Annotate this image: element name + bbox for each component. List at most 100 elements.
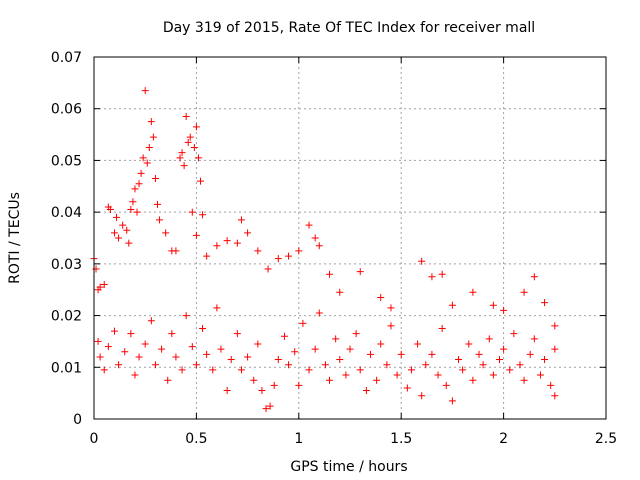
data-point <box>274 356 282 364</box>
data-point <box>172 353 180 361</box>
data-point <box>305 366 313 374</box>
data-point <box>551 392 559 400</box>
data-point <box>176 154 184 162</box>
data-point <box>147 118 155 126</box>
data-point <box>244 229 252 237</box>
data-point <box>147 317 155 325</box>
data-point <box>321 361 329 369</box>
data-point <box>530 335 538 343</box>
data-point <box>346 345 354 353</box>
data-point <box>356 366 364 374</box>
data-point <box>387 304 395 312</box>
data-point <box>162 229 170 237</box>
data-point <box>285 252 293 260</box>
data-point <box>407 366 415 374</box>
data-point <box>172 247 180 255</box>
data-point <box>94 337 102 345</box>
data-points <box>90 87 559 413</box>
data-point <box>119 221 127 229</box>
data-point <box>233 239 241 247</box>
data-point <box>233 330 241 338</box>
data-point <box>332 335 340 343</box>
data-point <box>438 325 446 332</box>
data-point <box>311 234 319 242</box>
data-point <box>393 371 401 379</box>
data-point <box>131 185 139 193</box>
data-point <box>428 273 436 281</box>
data-point <box>250 376 258 384</box>
data-point <box>106 206 114 214</box>
x-axis-ticks: 0 0.5 1 1.5 2 2.5 <box>90 57 617 447</box>
data-point <box>194 154 202 162</box>
data-point <box>536 371 544 379</box>
data-point <box>366 350 374 358</box>
data-point <box>295 381 303 389</box>
data-point <box>254 247 262 255</box>
data-point <box>262 405 270 413</box>
data-point <box>418 257 426 265</box>
data-point <box>135 180 143 188</box>
data-point <box>448 397 456 405</box>
data-point <box>418 392 426 400</box>
data-point <box>315 309 323 317</box>
data-point <box>115 361 123 369</box>
y-tick-label: 0.06 <box>51 102 82 118</box>
data-point <box>137 169 145 177</box>
data-point <box>414 340 422 348</box>
data-point <box>455 356 463 364</box>
data-point <box>336 356 344 364</box>
data-point <box>274 255 282 263</box>
data-point <box>270 381 278 389</box>
data-point <box>469 376 477 384</box>
data-point <box>397 350 405 358</box>
data-point <box>352 330 360 338</box>
data-point <box>305 221 313 229</box>
data-point <box>133 208 141 216</box>
y-tick-label: 0.03 <box>51 257 82 273</box>
data-point <box>188 208 196 216</box>
data-point <box>151 175 159 183</box>
chart-title: Day 319 of 2015, Rate Of TEC Index for r… <box>163 20 535 36</box>
data-point <box>362 387 370 395</box>
data-point <box>156 216 164 224</box>
data-point <box>213 242 221 250</box>
data-point <box>485 335 493 343</box>
data-point <box>182 312 190 320</box>
data-point <box>143 159 151 167</box>
data-point <box>203 350 211 358</box>
data-point <box>258 387 266 395</box>
x-tick-label: 1 <box>294 431 303 447</box>
data-point <box>115 234 123 242</box>
data-point <box>192 123 200 131</box>
data-point <box>178 366 186 374</box>
data-point <box>141 87 149 95</box>
data-point <box>149 133 157 141</box>
data-point <box>139 154 147 162</box>
data-point <box>145 144 153 151</box>
data-point <box>237 366 245 374</box>
data-point <box>213 304 221 312</box>
data-point <box>541 299 549 307</box>
data-point <box>500 345 508 353</box>
data-point <box>475 350 483 358</box>
data-point <box>295 247 303 255</box>
data-point <box>541 356 549 364</box>
data-point <box>203 252 211 260</box>
data-point <box>373 376 381 384</box>
y-tick-label: 0.01 <box>51 360 82 376</box>
x-tick-label: 0.5 <box>185 431 207 447</box>
data-point <box>158 345 166 353</box>
data-point <box>121 348 129 356</box>
data-point <box>186 133 194 141</box>
data-point <box>217 345 225 353</box>
y-tick-label: 0 <box>73 412 82 428</box>
data-point <box>377 293 385 301</box>
data-point <box>196 177 204 185</box>
data-point <box>110 229 118 237</box>
data-point <box>227 356 235 364</box>
data-point <box>184 138 192 146</box>
data-point <box>342 371 350 379</box>
data-point <box>254 340 262 348</box>
data-point <box>510 330 518 338</box>
